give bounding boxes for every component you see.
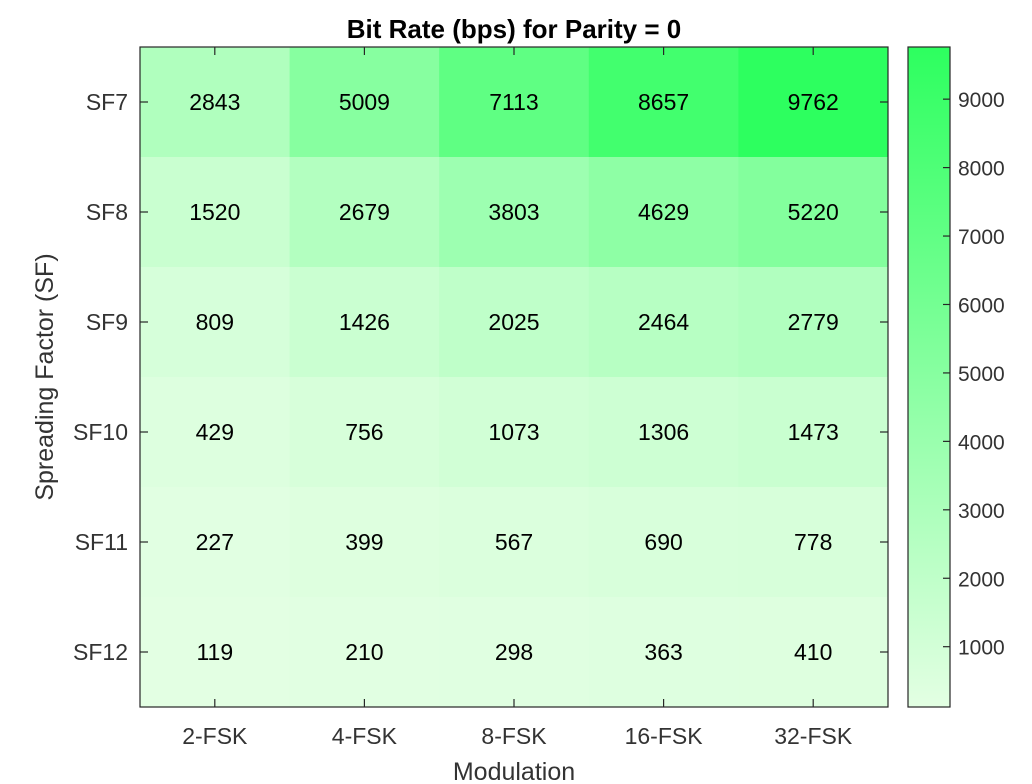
heatmap-cell — [588, 157, 739, 268]
heatmap-cell — [289, 487, 440, 598]
heatmap-cell — [439, 487, 590, 598]
x-tick-label: 16-FSK — [625, 723, 704, 749]
colorbar-tick-label: 6000 — [958, 294, 1005, 317]
heatmap-cell — [289, 47, 440, 158]
cell-value-label: 809 — [196, 309, 234, 335]
colorbar-tick-label: 3000 — [958, 500, 1005, 523]
heatmap-cell — [738, 47, 889, 158]
heatmap-cell — [738, 267, 889, 378]
cell-value-label: 3803 — [488, 199, 539, 225]
y-tick-label: SF8 — [86, 199, 128, 225]
cell-value-label: 5220 — [788, 199, 839, 225]
x-tick-label: 8-FSK — [481, 723, 547, 749]
heatmap-cell — [738, 157, 889, 268]
cell-value-label: 429 — [196, 419, 234, 445]
heatmap-cell — [738, 377, 889, 488]
chart-title: Bit Rate (bps) for Parity = 0 — [347, 14, 681, 44]
heatmap-cell — [588, 267, 739, 378]
cell-value-label: 756 — [345, 419, 383, 445]
cell-value-label: 690 — [644, 529, 682, 555]
y-tick-label: SF10 — [73, 419, 128, 445]
heatmap-cell — [439, 267, 590, 378]
cell-value-label: 1520 — [189, 199, 240, 225]
heatmap-cell — [289, 267, 440, 378]
heatmap-cell — [588, 487, 739, 598]
colorbar-ticks: 1000 2000 3000 4000 5000 6000 7000 8000 9000 — [943, 89, 1005, 660]
x-tick-label: 4-FSK — [332, 723, 398, 749]
y-tick-label: SF7 — [86, 89, 128, 115]
cell-value-label: 119 — [196, 639, 233, 665]
y-axis-label: Spreading Factor (SF) — [31, 253, 59, 500]
cell-value-label: 2025 — [488, 309, 539, 335]
cell-value-label: 399 — [345, 529, 383, 555]
x-axis-ticks: 2-FSK 4-FSK 8-FSK 16-FSK 32-FSK — [182, 47, 853, 749]
heatmap-cell — [439, 47, 590, 158]
colorbar-tick-label: 8000 — [958, 158, 1005, 181]
y-tick-label: SF12 — [73, 639, 128, 665]
y-tick-label: SF9 — [86, 309, 128, 335]
cell-value-label: 1073 — [488, 419, 539, 445]
cell-value-label: 363 — [644, 639, 682, 665]
heatmap-cells — [140, 47, 889, 708]
cell-value-label: 2464 — [638, 309, 689, 335]
heatmap-cell — [439, 597, 590, 708]
heatmap-cell — [289, 597, 440, 708]
heatmap-cell — [140, 267, 291, 378]
heatmap-cell — [289, 377, 440, 488]
cell-value-label: 410 — [794, 639, 832, 665]
colorbar-tick-label: 1000 — [958, 637, 1005, 660]
cell-value-label: 1426 — [339, 309, 390, 335]
x-axis-label: Modulation — [453, 758, 575, 784]
heatmap-cell — [140, 377, 291, 488]
colorbar-tick-label: 5000 — [958, 363, 1005, 386]
heatmap-cell — [140, 487, 291, 598]
heatmap-cell — [140, 157, 291, 268]
colorbar-tick-label: 4000 — [958, 431, 1005, 454]
x-tick-label: 2-FSK — [182, 723, 248, 749]
cell-value-label: 778 — [794, 529, 832, 555]
cell-value-label: 227 — [196, 529, 234, 555]
heatmap-cell — [738, 487, 889, 598]
colorbar-tick-label: 2000 — [958, 568, 1005, 591]
cell-value-label: 4629 — [638, 199, 689, 225]
cell-value-label: 2779 — [788, 309, 839, 335]
heatmap-cell — [588, 377, 739, 488]
heatmap-cell — [588, 47, 739, 158]
cell-value-label: 1306 — [638, 419, 689, 445]
heatmap-cell — [289, 157, 440, 268]
heatmap-cell — [439, 157, 590, 268]
heatmap-cell — [588, 597, 739, 708]
colorbar-tick-label: 9000 — [958, 89, 1005, 112]
colorbar-tick-label: 7000 — [958, 226, 1005, 249]
heatmap-cell — [140, 47, 291, 158]
heatmap-cell — [439, 377, 590, 488]
cell-value-label: 210 — [345, 639, 383, 665]
cell-value-label: 1473 — [788, 419, 839, 445]
heatmap-cell — [140, 597, 291, 708]
cell-value-label: 7113 — [489, 89, 538, 115]
cell-value-label: 2843 — [189, 89, 240, 115]
colorbar — [907, 46, 951, 708]
y-axis-ticks: SF7 SF8 SF9 SF10 SF11 SF12 — [73, 89, 888, 665]
cell-value-label: 2679 — [339, 199, 390, 225]
cell-value-label: 298 — [495, 639, 533, 665]
y-tick-label: SF11 — [75, 529, 128, 555]
cell-value-label: 9762 — [788, 89, 839, 115]
heatmap-cell-labels: 2843 5009 7113 8657 9762 1520 2679 3803 4629 5220… — [189, 89, 839, 665]
heatmap-cell — [738, 597, 889, 708]
x-tick-label: 32-FSK — [774, 723, 853, 749]
cell-value-label: 567 — [495, 529, 533, 555]
cell-value-label: 8657 — [638, 89, 689, 115]
cell-value-label: 5009 — [339, 89, 390, 115]
